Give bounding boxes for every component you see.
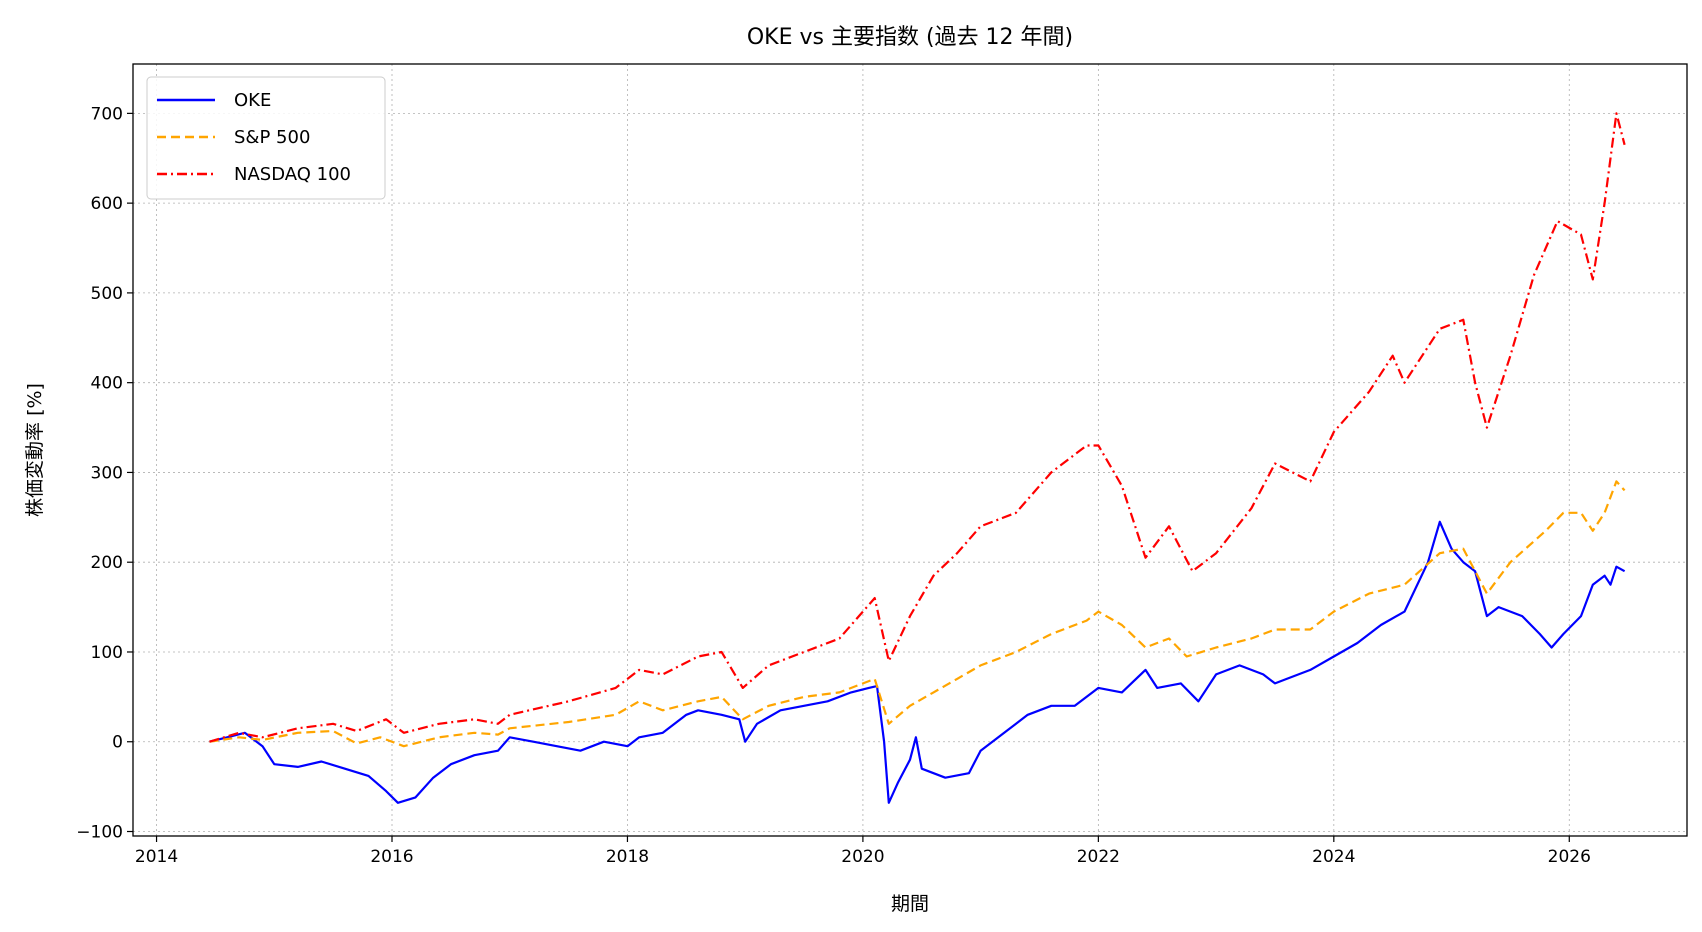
x-tick-label: 2014 xyxy=(135,847,178,867)
grid xyxy=(133,64,1687,836)
series-line-2 xyxy=(209,112,1626,743)
chart-title: OKE vs 主要指数 (過去 12 年間) xyxy=(747,25,1073,50)
series-line-1 xyxy=(209,480,1626,748)
legend: OKE S&P 500 NASDAQ 100 xyxy=(146,76,386,200)
y-axis-label: 株価変動率 [%] xyxy=(24,383,46,517)
series-layer xyxy=(209,112,1626,804)
x-axis-label: 期間 xyxy=(891,893,929,915)
y-tick-label: 0 xyxy=(112,733,123,753)
y-tick-label: 500 xyxy=(91,284,123,304)
y-tick-label: 200 xyxy=(91,553,123,573)
legend-label-1: S&P 500 xyxy=(234,127,310,148)
x-tick-label: 2024 xyxy=(1312,847,1355,867)
x-tick-label: 2020 xyxy=(841,847,884,867)
ticks: 2014 2016 2018 2020 2022 2024 2026 −100 0 100 200 3… xyxy=(76,104,1591,867)
x-tick-label: 2016 xyxy=(370,847,413,867)
y-tick-label: 700 xyxy=(91,104,123,124)
x-tick-label: 2026 xyxy=(1548,847,1591,867)
y-tick-label: 300 xyxy=(91,463,123,483)
y-tick-label: 100 xyxy=(91,643,123,663)
series-line-0 xyxy=(209,520,1626,804)
y-tick-label: −100 xyxy=(76,823,123,843)
x-tick-label: 2022 xyxy=(1077,847,1120,867)
legend-label-2: NASDAQ 100 xyxy=(234,164,351,185)
legend-box xyxy=(146,76,386,200)
plot-frame xyxy=(132,63,1688,837)
x-tick-label: 2018 xyxy=(606,847,649,867)
legend-label-0: OKE xyxy=(234,90,271,111)
y-tick-label: 600 xyxy=(91,194,123,214)
y-tick-label: 400 xyxy=(91,374,123,394)
